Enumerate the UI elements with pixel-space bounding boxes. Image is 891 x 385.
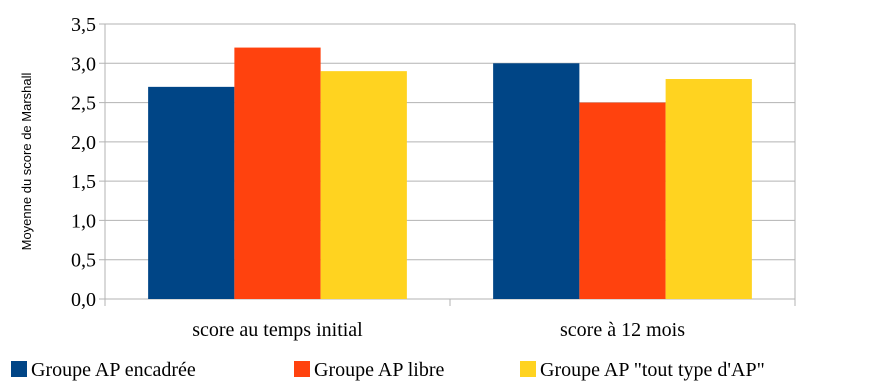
y-tick-label: 3,5 [71,14,96,36]
y-tick-label: 1,0 [71,210,96,232]
bar [148,86,235,299]
y-tick-label: 3,0 [71,53,96,75]
legend-swatch [520,361,536,377]
legend-label: Groupe AP "tout type d'AP" [540,359,765,381]
bar [579,102,666,299]
bar [493,63,580,300]
legend: Groupe AP encadrée Groupe AP libre Groupe … [11,359,765,381]
y-tick-label: 0,5 [71,250,96,272]
legend-label: Groupe AP libre [314,359,444,381]
bar [234,47,321,300]
y-tick-label: 0,0 [71,289,96,311]
x-tick-label: score à 12 mois [560,319,685,341]
axes [104,24,796,306]
legend-swatch [11,361,27,377]
bar [665,79,752,299]
x-tick-label: score au temps initial [192,319,363,341]
legend-label: Groupe AP encadrée [31,359,196,381]
category-labels: score au temps initial score à 12 mois [192,319,685,341]
y-tick-label: 1,5 [71,171,96,193]
bars [148,47,752,300]
bar [320,71,407,300]
legend-swatch [294,361,310,377]
y-axis-label: Moyenne du score de Marshall [19,73,34,251]
y-tick-label: 2,5 [71,93,96,115]
y-tick-labels: 0,0 0,5 1,0 1,5 2,0 2,5 3,0 3,5 [71,14,96,311]
y-tick-label: 2,0 [71,132,96,154]
